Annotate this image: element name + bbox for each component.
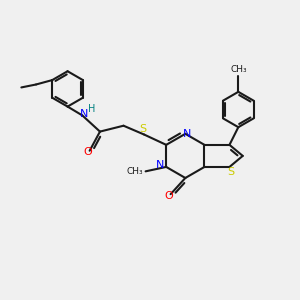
Text: N: N — [80, 109, 88, 119]
Text: N: N — [155, 160, 164, 170]
Text: N: N — [183, 129, 191, 139]
Text: S: S — [227, 167, 235, 177]
Text: S: S — [139, 124, 146, 134]
Text: O: O — [165, 190, 173, 201]
Text: H: H — [88, 104, 95, 114]
Text: CH₃: CH₃ — [127, 167, 144, 176]
Text: CH₃: CH₃ — [230, 65, 247, 74]
Text: O: O — [84, 147, 93, 157]
